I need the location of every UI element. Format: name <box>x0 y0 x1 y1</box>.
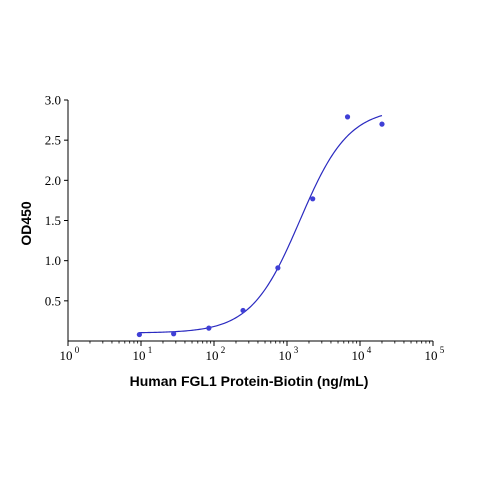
x-tick-exponent: 2 <box>221 345 226 355</box>
y-tick-label: 1.0 <box>45 253 61 268</box>
x-tick-exponent: 3 <box>294 345 299 355</box>
x-tick-label: 10 <box>206 348 219 363</box>
x-tick-exponent: 4 <box>367 345 372 355</box>
fit-curve <box>139 114 383 334</box>
y-tick-label: 1.5 <box>45 213 61 228</box>
x-tick-exponent: 0 <box>75 345 80 355</box>
y-axis-ticks: 0.5 1.0 1.5 2.0 2.5 3.0 <box>45 93 68 308</box>
x-tick-exponent: 1 <box>148 345 153 355</box>
y-tick-label: 2.5 <box>45 133 61 148</box>
data-point <box>344 114 351 120</box>
data-point <box>240 307 246 314</box>
data-point <box>275 265 281 271</box>
data-point <box>136 331 142 338</box>
x-tick-label: 10 <box>133 348 146 363</box>
y-axis-title: OD450 <box>18 201 34 246</box>
x-tick-label: 10 <box>60 348 73 363</box>
y-tick-label: 3.0 <box>45 93 61 108</box>
data-point <box>206 325 212 331</box>
x-tick-label: 10 <box>425 348 438 363</box>
y-tick-label: 0.5 <box>45 293 61 308</box>
x-axis-ticks: 10 0 10 1 10 2 10 3 10 4 10 5 <box>60 341 445 363</box>
plot-area <box>67 100 433 342</box>
data-point <box>171 331 177 337</box>
data-point <box>379 121 385 127</box>
x-tick-label: 10 <box>279 348 292 363</box>
data-points <box>136 114 385 338</box>
x-axis-title: Human FGL1 Protein-Biotin (ng/mL) <box>130 373 369 389</box>
x-tick-exponent: 5 <box>440 345 445 355</box>
data-point <box>310 196 316 202</box>
y-tick-label: 2.0 <box>45 173 61 188</box>
x-tick-label: 10 <box>352 348 365 363</box>
